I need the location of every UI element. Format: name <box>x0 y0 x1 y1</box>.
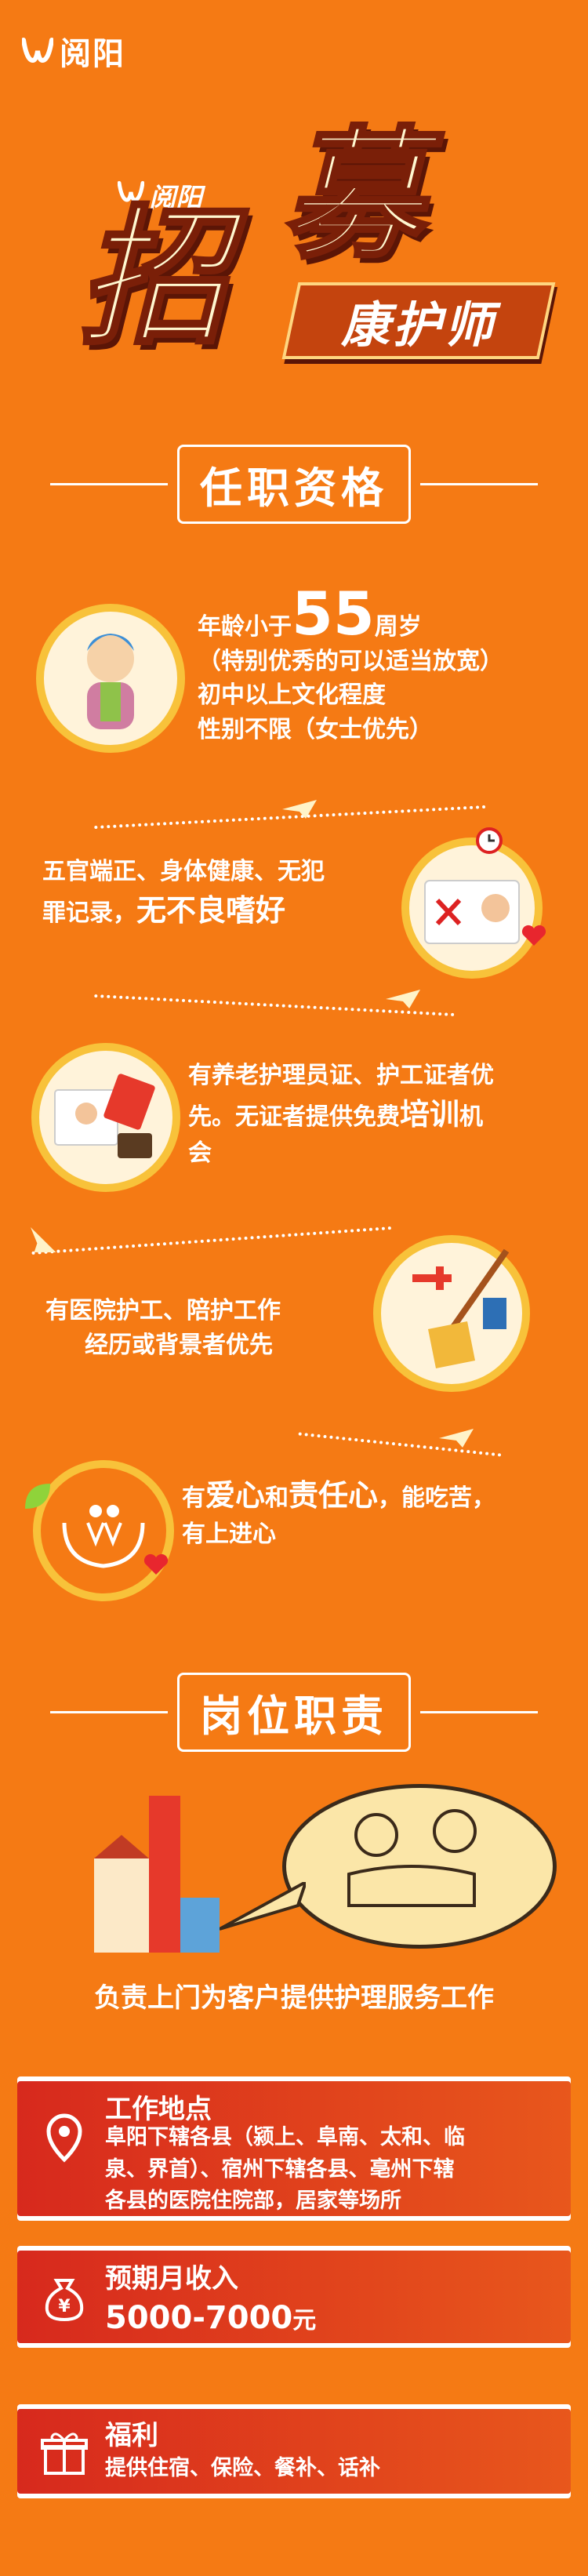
section-header-duties: 岗位职责 <box>0 1672 588 1752</box>
q1-age-number: 55 <box>292 579 375 649</box>
q2-line1: 五官端正、身体健康、无犯 <box>42 858 325 885</box>
hero-char-mu: 募 <box>281 114 425 278</box>
q2-line2-pre: 罪记录， <box>42 899 136 927</box>
q1-line4: 性别不限（女士优先） <box>198 715 433 743</box>
q3-line2: 先。无证者提供免费培训机 <box>188 1093 572 1136</box>
divider-line <box>420 1710 538 1713</box>
q5-emphasis-2: 责任心 <box>289 1478 379 1513</box>
q1-age-suffix: 周岁 <box>374 613 422 641</box>
paper-plane-icon <box>31 1226 56 1253</box>
salary-unit: 元 <box>292 2307 317 2334</box>
hero-brand: 阅阳 <box>149 183 202 214</box>
elderly-woman-icon <box>87 634 134 729</box>
q2-line2: 罪记录，无不良嗜好 <box>42 889 387 932</box>
salary-amount: 5000-7000 <box>105 2300 293 2336</box>
salary-panel: ¥ 预期月收入 5000-7000元 <box>17 2246 571 2348</box>
logo-text: 阅阳 <box>60 36 125 72</box>
money-bag-icon: ¥ <box>45 2279 84 2322</box>
yueyang-logo-icon <box>22 38 53 64</box>
q1-line2: （特别优秀的可以适当放宽） <box>198 647 503 675</box>
q3-line1: 有养老护理员证、护工证者优 <box>188 1062 494 1089</box>
q5-pre: 有 <box>182 1484 205 1512</box>
q1-line3: 初中以上文化程度 <box>198 681 386 709</box>
q1-line1: 年龄小于55周岁 <box>198 584 566 645</box>
panel-title: 福利 <box>105 2420 158 2451</box>
q5-mid: 和 <box>265 1484 289 1512</box>
background-check-illustration <box>401 837 543 979</box>
q5-line2: 有上进心 <box>182 1521 276 1549</box>
panel-body: 提供住宿、保险、餐补、话补 <box>105 2456 380 2480</box>
q4-line1-emphasis: 医院护工、陪护工作 <box>69 1297 281 1324</box>
paper-plane-icon <box>282 800 317 819</box>
salary-amount-line: 5000-7000元 <box>105 2294 316 2342</box>
broom-icon <box>412 1248 510 1368</box>
section-header-qualifications: 任职资格 <box>0 444 588 524</box>
panel-title: 预期月收入 <box>105 2263 238 2294</box>
leaf-icon <box>25 1484 50 1509</box>
location-line-1: 阜阳下辖各县（颍上、阜南、太和、临 <box>105 2125 465 2149</box>
paper-plane-icon <box>439 1429 474 1448</box>
panel-body: 阜阳下辖各县（颍上、阜南、太和、临 泉、界首）、宿州下辖各县、亳州下辖 各县的医… <box>105 2122 568 2218</box>
svg-text:¥: ¥ <box>58 2297 71 2316</box>
hero-subtitle-box: 康护师 <box>281 282 556 359</box>
caring-hands-icon <box>62 1505 145 1568</box>
divider-line <box>50 482 168 485</box>
qualification-2: 五官端正、身体健康、无犯 罪记录，无不良嗜好 <box>42 855 387 932</box>
brand-logo-icon <box>118 180 144 202</box>
divider-line <box>50 1710 168 1713</box>
elderly-woman-illustration <box>36 604 185 753</box>
qualification-3: 有养老护理员证、护工证者优 先。无证者提供免费培训机 会 <box>188 1059 572 1170</box>
certificate-icon <box>54 1074 155 1158</box>
q4-line1: 有医院护工、陪护工作 <box>45 1294 383 1328</box>
caring-hands-illustration <box>33 1460 174 1601</box>
speech-bubble-tail-icon <box>220 1882 306 1931</box>
hero-char-zhao: 招 <box>77 191 229 365</box>
section-title: 任职资格 <box>177 444 411 524</box>
qualification-4: 有医院护工、陪护工作 经历或背景者优先 <box>45 1294 383 1362</box>
qualification-5: 有爱心和责任心，能吃苦， 有上进心 <box>182 1474 574 1552</box>
caregiver-patient-icon <box>347 1809 477 1907</box>
header-logo: 阅阳 <box>22 28 125 74</box>
caregiving-scene-bubble <box>282 1784 557 1949</box>
q3-line3: 会 <box>188 1139 212 1167</box>
dotted-path <box>31 1226 392 1255</box>
heart-icon <box>521 925 546 946</box>
q2-line2-emphasis: 无不良嗜好 <box>136 892 286 928</box>
q3-line2-emphasis: 培训 <box>400 1096 460 1132</box>
q5-emphasis-1: 爱心 <box>205 1478 266 1513</box>
section-title: 岗位职责 <box>177 1672 411 1752</box>
divider-line <box>420 482 538 485</box>
q3-line2-post: 机 <box>459 1103 484 1131</box>
hero-title: 阅阳 招 募 康护师 <box>31 124 564 384</box>
panel-title: 工作地点 <box>105 2094 212 2125</box>
gift-icon <box>41 2432 88 2475</box>
hospital-cleaning-illustration <box>373 1235 530 1392</box>
q3-line2-pre: 先。无证者提供免费 <box>188 1103 400 1131</box>
alarm-clock-icon <box>476 827 503 854</box>
location-line-2: 泉、界首）、宿州下辖各县、亳州下辖 <box>105 2156 455 2182</box>
certificate-illustration <box>31 1043 180 1192</box>
hero-subtitle: 康护师 <box>340 296 496 354</box>
q5-line1: 有爱心和责任心，能吃苦， <box>182 1474 574 1517</box>
benefits-panel: 福利 提供住宿、保险、餐补、话补 <box>17 2404 571 2498</box>
id-card-icon <box>424 880 520 944</box>
city-buildings-icon <box>94 1796 220 1953</box>
duty-text: 负责上门为客户提供护理服务工作 <box>94 1982 494 2014</box>
q4-line2: 经历或背景者优先 <box>85 1331 273 1359</box>
q4-line1-pre: 有 <box>45 1297 69 1324</box>
location-line-3: 各县的医院住院部，居家等场所 <box>105 2189 401 2213</box>
heart-icon <box>143 1553 169 1575</box>
location-pin-icon <box>46 2113 82 2163</box>
work-location-panel: 工作地点 阜阳下辖各县（颍上、阜南、太和、临 泉、界首）、宿州下辖各县、亳州下辖… <box>17 2076 571 2221</box>
q5-post: ，能吃苦， <box>378 1484 496 1512</box>
paper-plane-icon <box>386 990 420 1008</box>
qualification-1: 年龄小于55周岁 （特别优秀的可以适当放宽） 初中以上文化程度 性别不限（女士优… <box>198 584 566 747</box>
q1-age-prefix: 年龄小于 <box>198 613 292 641</box>
